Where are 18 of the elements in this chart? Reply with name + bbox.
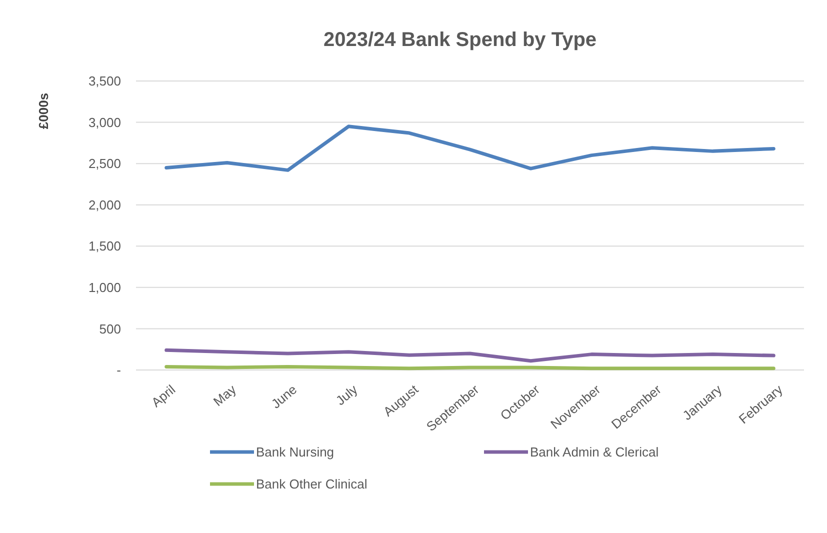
line-series (164, 348, 776, 363)
line-series (164, 124, 776, 172)
y-tick-label: 3,500 (88, 74, 121, 89)
y-tick-label: 3,000 (88, 114, 121, 130)
y-tick-label: 1,500 (88, 238, 121, 254)
x-tick-label: May (210, 381, 240, 410)
legend-label: Bank Other Clinical (256, 476, 368, 492)
y-tick-label: 2,500 (88, 156, 121, 172)
y-axis-title: £000s (36, 92, 51, 130)
chart-title: 2023/24 Bank Spend by Type (323, 29, 597, 51)
x-tick-label: June (268, 382, 300, 412)
y-tick-label: 500 (99, 321, 121, 336)
y-tick-label: 2,000 (88, 197, 121, 212)
x-tick-label: July (332, 381, 361, 408)
y-tick-label: - (116, 362, 121, 378)
legend-label: Bank Admin & Clerical (530, 444, 659, 460)
legend-label: Bank Nursing (256, 444, 334, 460)
y-tick-label: 1,000 (88, 280, 121, 295)
